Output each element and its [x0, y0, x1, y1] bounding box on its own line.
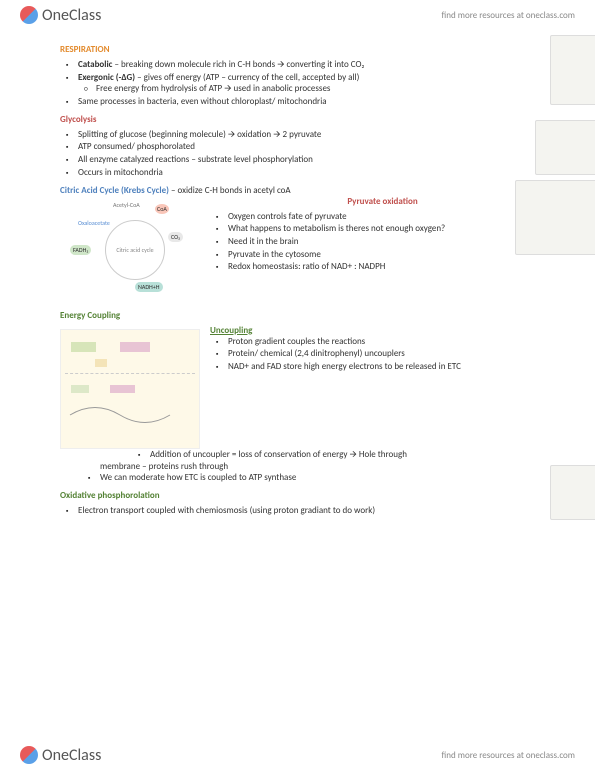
citric-row: Citric Acid Cycle (Krebs Cycle) – oxidiz…	[60, 185, 555, 196]
list-item: NAD+ and FAD store high energy electrons…	[228, 361, 555, 373]
footer-logo-text: OneClass	[42, 746, 101, 765]
list-item: Redox homeostasis: ratio of NAD+ : NADPH	[228, 261, 555, 273]
list-item: Pyruvate in the cytosome	[228, 249, 555, 261]
list-item: Addition of uncoupler = loss of conserva…	[150, 449, 555, 461]
uncoupling-title: Uncoupling	[210, 325, 555, 336]
oxidative-title: Oxidative phosphorolation	[60, 490, 555, 501]
cycle-circle: Citric acid cycle	[105, 220, 165, 280]
list-item: Electron transport coupled with chemiosm…	[78, 505, 555, 517]
list-item: Same processes in bacteria, even without…	[78, 96, 555, 108]
node-co2: CO₂	[168, 232, 183, 242]
energy-diagram-col	[60, 325, 200, 449]
citric-title: Citric Acid Cycle (Krebs Cycle)	[60, 185, 169, 196]
logo-icon	[20, 6, 38, 24]
energy-item4b: membrane – proteins rush through	[60, 461, 555, 472]
footer-logo: OneClass	[20, 746, 101, 765]
pyruvate-column: Pyruvate oxidation Oxygen controls fate …	[210, 196, 555, 304]
node-oxalo: Oxaloacetate	[75, 218, 113, 228]
list-item: Free energy from hydrolysis of ATP 🡪 use…	[96, 83, 555, 95]
energy-two-col: Uncoupling Proton gradient couples the r…	[60, 325, 555, 449]
diagram-top-1	[550, 35, 595, 105]
respiration-list: Catabolic – breaking down molecule rich …	[60, 59, 555, 108]
diagram-uncoupler	[550, 465, 595, 520]
list-item: All enzyme catalyzed reactions – substra…	[78, 154, 555, 166]
list-item: Proton gradient couples the reactions	[228, 336, 555, 348]
list-item: Need it in the brain	[228, 236, 555, 248]
list-item: Exergonic (-ΔG) – gives off energy (ATP …	[78, 72, 555, 95]
citric-two-col: Citric acid cycle Acetyl-CoA CoA Oxaloac…	[60, 196, 555, 304]
page-header: OneClass find more resources at oneclass…	[0, 0, 595, 30]
list-item: Oxygen controls fate of pyruvate	[228, 211, 555, 223]
logo: OneClass	[20, 6, 101, 25]
energy-title: Energy Coupling	[60, 310, 555, 321]
energy-item5-list: We can moderate how ETC is coupled to AT…	[60, 472, 555, 484]
page-footer: OneClass find more resources at oneclass…	[0, 740, 595, 770]
node-coa: CoA	[155, 204, 169, 214]
list-item: Occurs in mitochondria	[78, 167, 555, 179]
cycle-column: Citric acid cycle Acetyl-CoA CoA Oxaloac…	[60, 196, 200, 304]
list-item: ATP consumed/ phosphorolated	[78, 141, 555, 153]
list-item: Catabolic – breaking down molecule rich …	[78, 59, 555, 71]
node-fadh: FADH₂	[70, 245, 91, 255]
respiration-title: RESPIRATION	[60, 44, 555, 55]
main-content: RESPIRATION Catabolic – breaking down mo…	[0, 30, 595, 526]
header-tagline: find more resources at oneclass.com	[442, 10, 575, 21]
oxidative-list: Electron transport coupled with chemiosm…	[60, 505, 555, 517]
logo-text: OneClass	[42, 6, 101, 25]
footer-tagline: find more resources at oneclass.com	[442, 750, 575, 761]
pyruvate-ox-title: Pyruvate oxidation	[210, 196, 555, 207]
list-item: Splitting of glucose (beginning molecule…	[78, 129, 555, 141]
list-item: We can moderate how ETC is coupled to AT…	[100, 472, 555, 484]
list-item: Protein/ chemical (2,4 dinitrophenyl) un…	[228, 348, 555, 360]
glycolysis-list: Splitting of glucose (beginning molecule…	[60, 129, 555, 179]
citric-cycle-diagram: Citric acid cycle Acetyl-CoA CoA Oxaloac…	[80, 200, 190, 300]
node-nadh: NADH+H	[135, 282, 163, 292]
list-item: What happens to metabolism is theres not…	[228, 223, 555, 235]
uncoupling-col: Uncoupling Proton gradient couples the r…	[210, 325, 555, 449]
node-acetyl: Acetyl-CoA	[110, 200, 143, 210]
energy-continued: Addition of uncoupler = loss of conserva…	[60, 449, 555, 461]
energy-coupling-diagram	[60, 329, 200, 449]
footer-logo-icon	[20, 746, 38, 764]
glycolysis-title: Glycolysis	[60, 114, 555, 125]
